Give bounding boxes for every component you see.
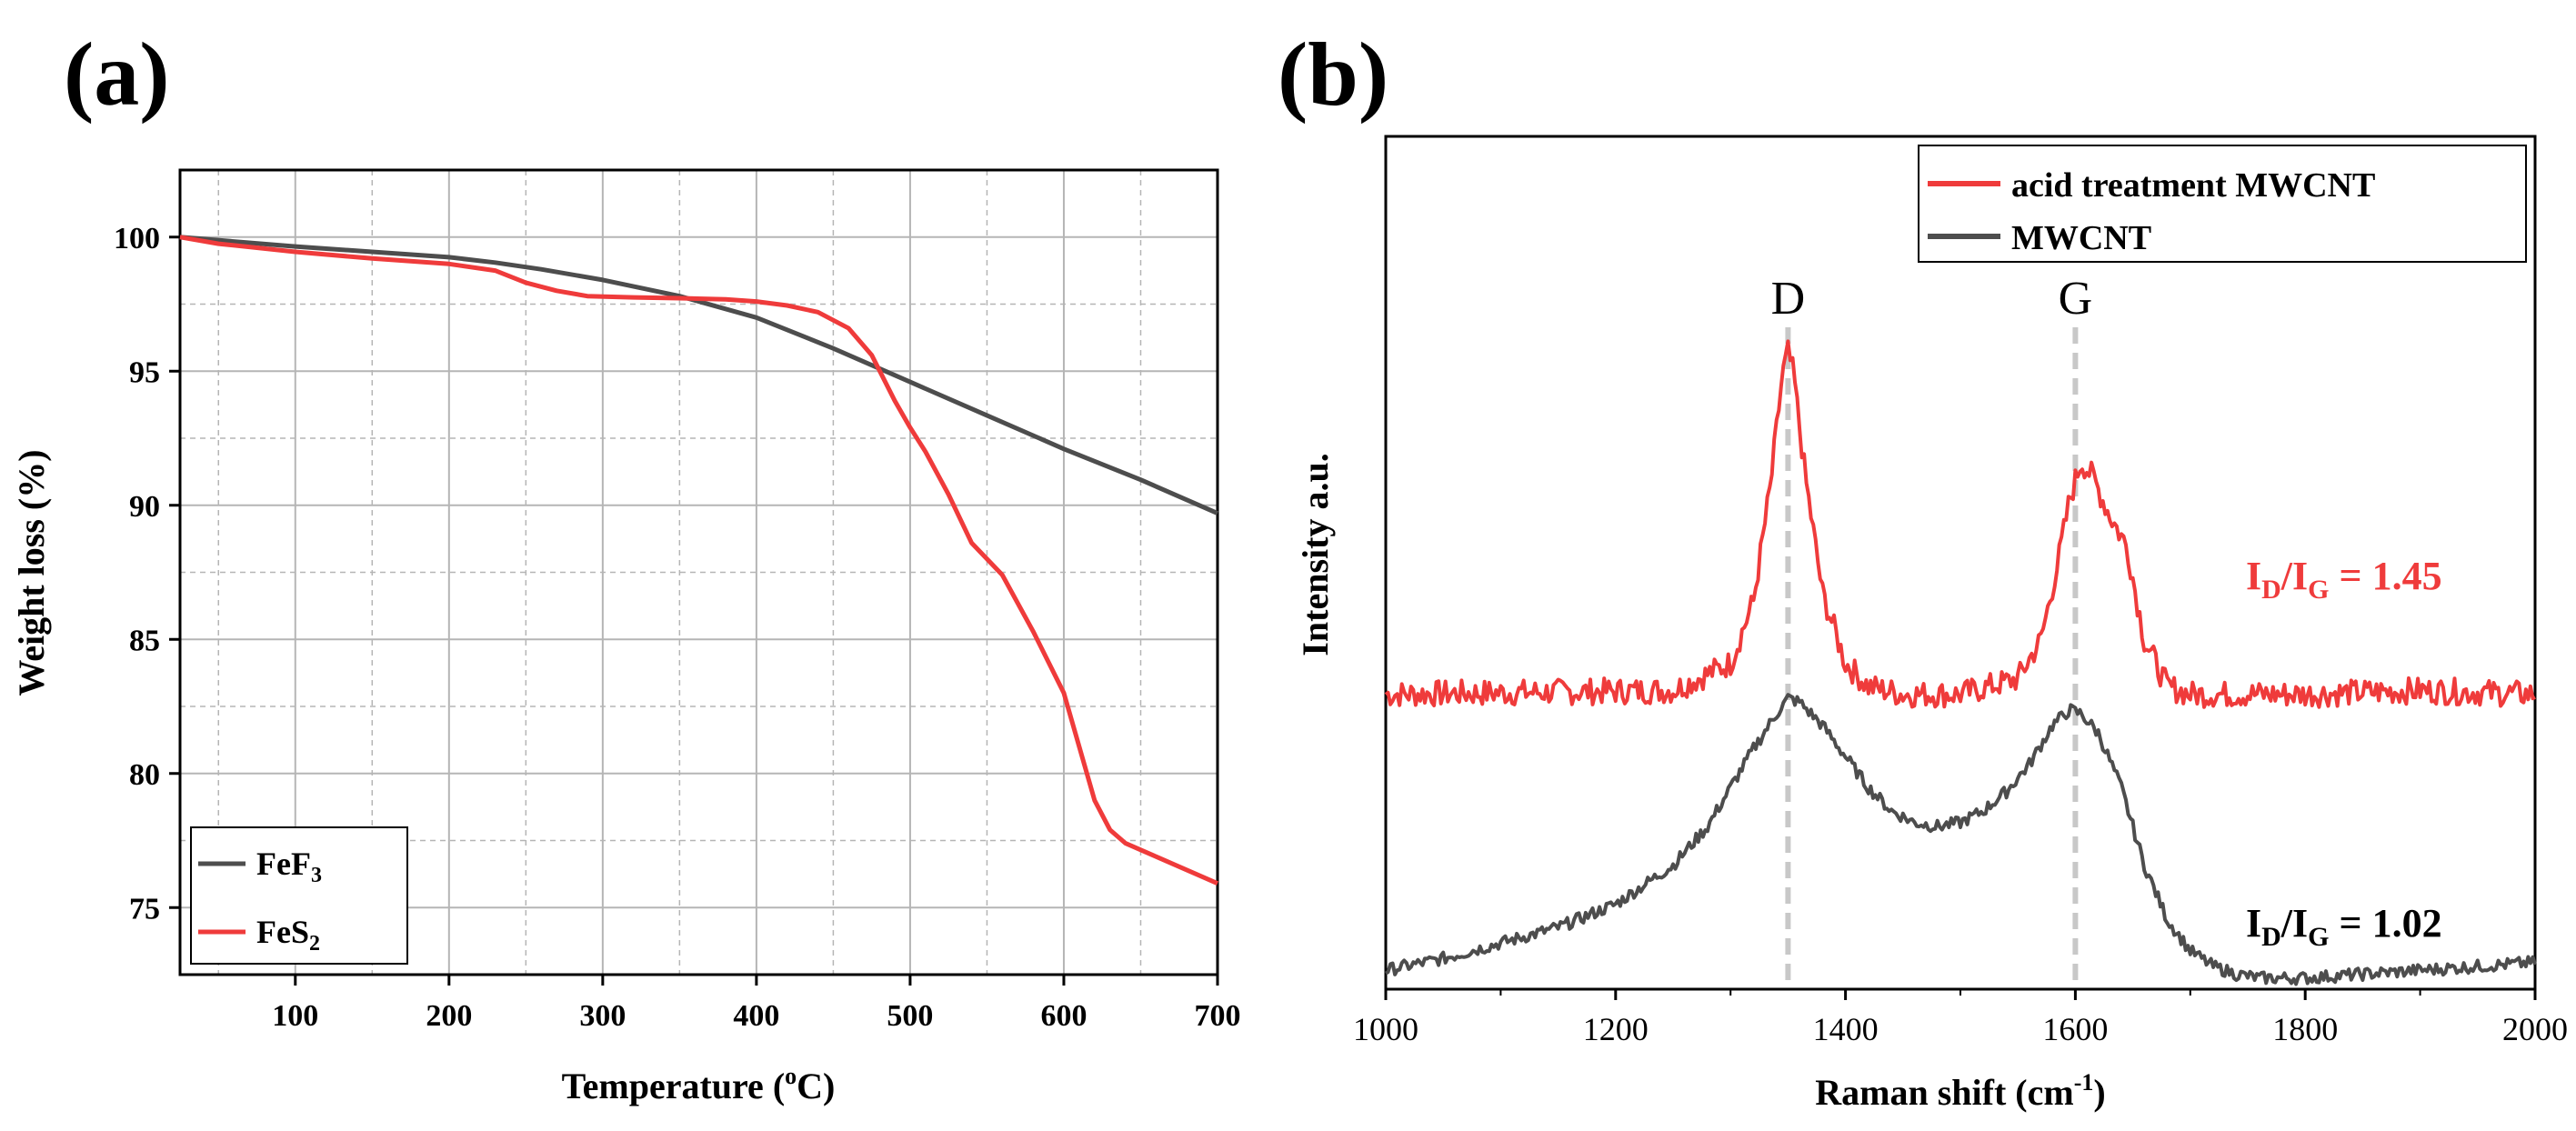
ratio-mwcnt-mid: /I (2280, 901, 2308, 946)
raman-x-tick-label: 1400 (1813, 1011, 1879, 1047)
ratio-acid-tail: = 1.45 (2330, 554, 2442, 598)
tga-chart: 100 200 300 400 500 600 700 75 80 85 90 95 100 Tempe… (11, 168, 1241, 1106)
ratio-annotation-acid: ID/IG = 1.45 (2246, 554, 2442, 605)
tga-x-tick-label: 600 (1040, 999, 1087, 1033)
tga-legend-label-fes2-main: FeS (256, 914, 309, 950)
tga-x-tick-label: 400 (733, 999, 779, 1033)
ratio-mwcnt-sub1: D (2261, 922, 2281, 952)
ratio-acid-i1: I (2246, 554, 2261, 598)
raman-series (1384, 339, 2537, 986)
raman-y-axis-title: Intensity a.u. (1295, 453, 1336, 656)
ratio-acid-mid: /I (2280, 554, 2308, 598)
tga-x-axis-title-main: Temperature ( (562, 1066, 786, 1106)
tga-legend-label-fes2: FeS2 (256, 914, 320, 956)
tga-y-axis-title: Weight loss (%) (11, 449, 52, 696)
tga-x-tick-label: 300 (579, 999, 626, 1033)
raman-chart: 1000 1200 1400 1600 1800 2000 Raman shift (cm… (1295, 135, 2568, 1113)
raman-legend-label-acid: acid treatment MWCNT (2011, 166, 2375, 205)
raman-legend-label-mwcnt: MWCNT (2011, 219, 2151, 257)
tga-legend-label-fef3: FeF3 (256, 846, 322, 887)
ratio-acid-sub2: G (2308, 575, 2329, 605)
tga-x-tick-label: 500 (887, 999, 933, 1033)
tga-x-tick-label: 700 (1195, 999, 1241, 1033)
raman-series-line-acid (1384, 339, 2536, 709)
panel-label-a: (a) (64, 24, 170, 125)
peak-label-g: G (2059, 273, 2093, 325)
raman-x-tick-label: 1200 (1583, 1011, 1649, 1047)
raman-x-axis-title-main: Raman shift (cm (1815, 1072, 2073, 1113)
tga-x-axis-title: Temperature (oC) (562, 1063, 836, 1106)
tga-y-tick-label: 75 (129, 892, 160, 926)
raman-x-tick-label: 1600 (2042, 1011, 2108, 1047)
peak-label-d: D (1771, 273, 1806, 325)
raman-x-axis-title-tail: ) (2093, 1072, 2105, 1113)
raman-x-tick-label: 2000 (2502, 1011, 2568, 1047)
ratio-mwcnt-tail: = 1.02 (2330, 901, 2442, 946)
raman-series-line-mwcnt (1385, 693, 2537, 986)
tga-legend-label-fef3-main: FeF (256, 846, 311, 882)
tga-y-tick-label: 80 (129, 758, 160, 792)
tga-series-line-fes2 (179, 235, 1219, 886)
raman-legend: acid treatment MWCNT MWCNT (1918, 145, 2527, 263)
tga-series (179, 235, 1219, 886)
raman-x-tick-label: 1800 (2272, 1011, 2338, 1047)
tga-legend-box (190, 826, 408, 965)
raman-legend-box (1918, 145, 2527, 263)
raman-x-axis-title: Raman shift (cm-1) (1815, 1069, 2105, 1113)
tga-x-tick-label: 100 (272, 999, 318, 1033)
tga-y-tick-label: 100 (114, 222, 160, 255)
tga-x-axis-title-tail: C) (797, 1066, 835, 1106)
tga-y-tick-label: 95 (129, 355, 160, 389)
tga-y-tick-label: 85 (129, 624, 160, 657)
raman-x-axis-title-sup: -1 (2074, 1069, 2094, 1096)
ratio-mwcnt-sub2: G (2308, 922, 2329, 952)
tga-legend-label-fef3-sub: 3 (311, 864, 322, 887)
ratio-acid-sub1: D (2261, 575, 2281, 605)
tga-legend-label-fes2-sub: 2 (309, 932, 320, 956)
raman-x-tick-label: 1000 (1353, 1011, 1418, 1047)
tga-legend: FeF3 FeS2 (190, 826, 408, 965)
tga-plot-frame (178, 168, 1219, 976)
tga-x-axis-title-sup: o (785, 1063, 797, 1089)
tga-grid (180, 170, 1218, 975)
tga-ticks: 100 200 300 400 500 600 700 75 80 85 90 95 100 (114, 222, 1241, 1033)
raman-ticks: 1000 1200 1400 1600 1800 2000 (1353, 989, 2568, 1047)
raman-reference-lines (1785, 327, 2079, 989)
tga-series-line-fef3 (179, 235, 1219, 515)
tga-x-tick-label: 200 (426, 999, 472, 1033)
panel-label-b: (b) (1278, 24, 1388, 125)
tga-y-tick-label: 90 (129, 490, 160, 524)
ratio-mwcnt-i1: I (2246, 901, 2261, 946)
ratio-annotation-mwcnt: ID/IG = 1.02 (2246, 901, 2442, 952)
